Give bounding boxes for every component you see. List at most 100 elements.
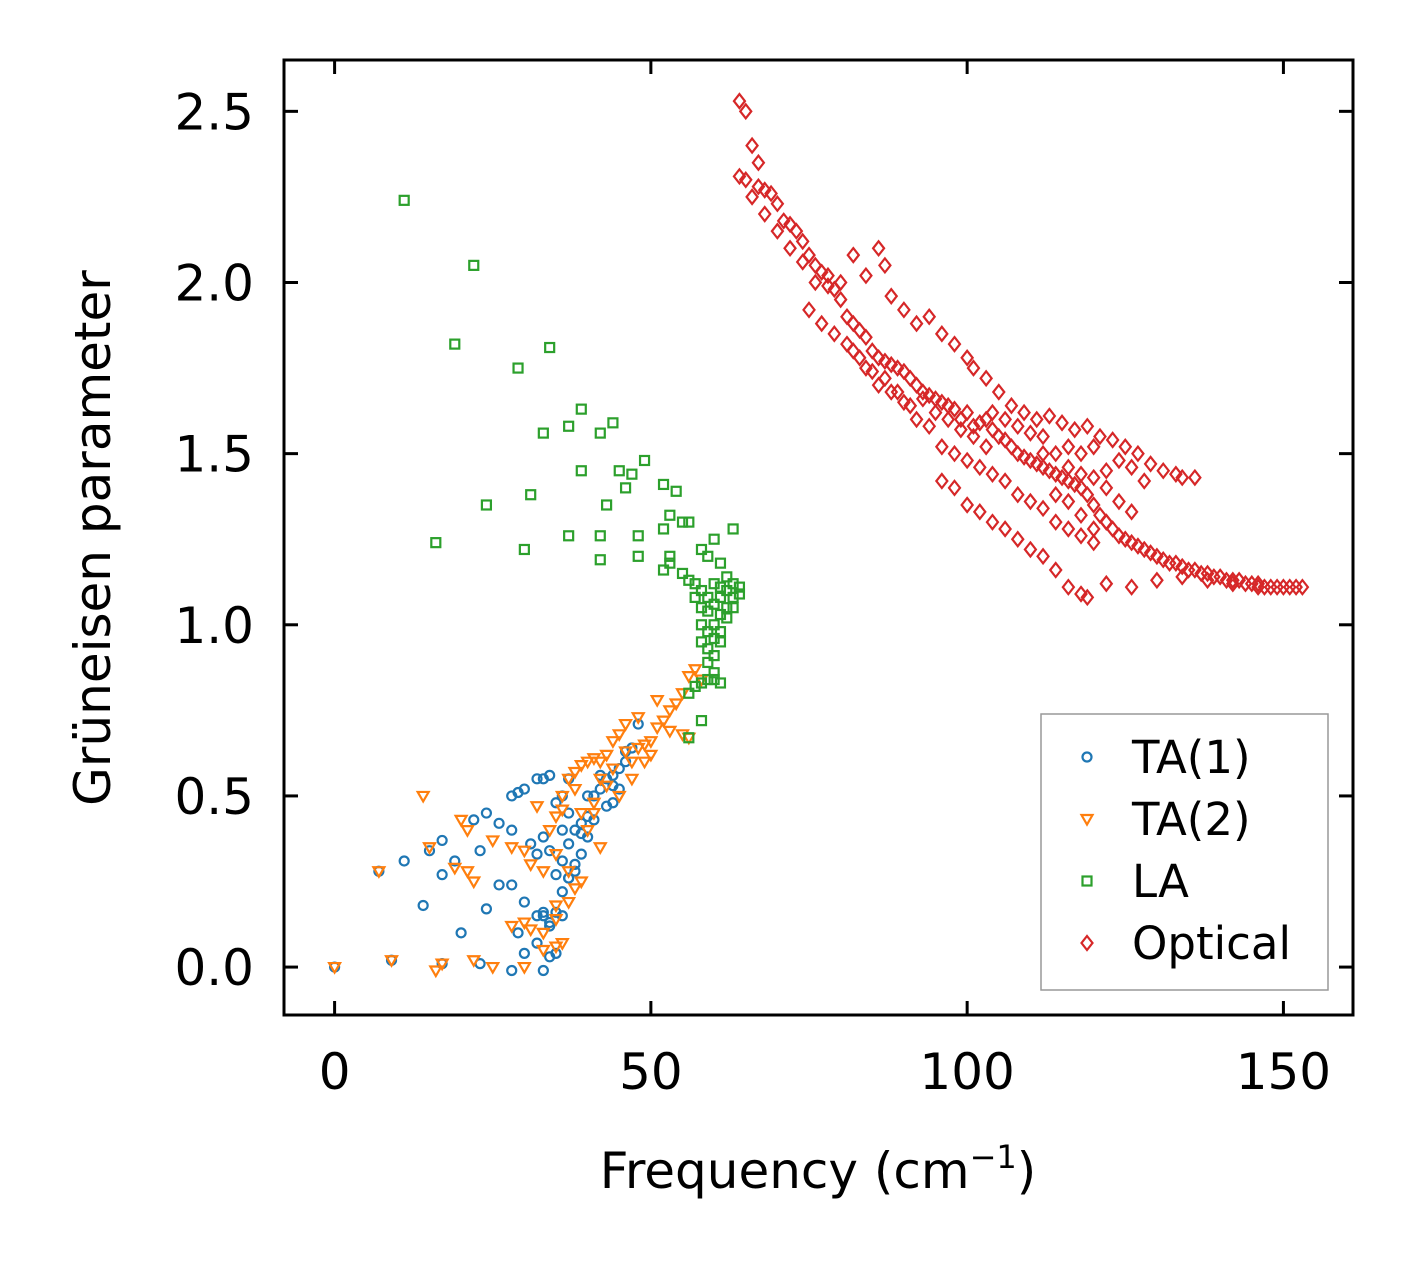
data-point bbox=[537, 427, 549, 439]
data-point bbox=[480, 903, 493, 915]
data-point bbox=[1213, 568, 1228, 586]
data-point bbox=[516, 845, 532, 859]
data-point bbox=[1017, 448, 1031, 466]
data-point bbox=[1074, 527, 1088, 545]
data-point bbox=[1124, 503, 1139, 521]
data-point bbox=[859, 328, 873, 347]
data-point bbox=[415, 790, 431, 804]
data-point bbox=[1150, 571, 1164, 590]
data-point bbox=[422, 842, 437, 855]
data-point bbox=[523, 859, 539, 873]
data-point bbox=[721, 612, 733, 624]
data-point bbox=[1105, 431, 1120, 449]
x-tick-label: 100 bbox=[919, 1043, 1014, 1101]
data-point bbox=[531, 937, 543, 949]
data-point bbox=[840, 335, 854, 353]
data-point bbox=[664, 509, 676, 521]
data-point bbox=[1200, 571, 1215, 590]
data-point bbox=[915, 383, 930, 401]
data-point bbox=[657, 478, 670, 491]
data-point bbox=[1029, 410, 1044, 429]
data-point bbox=[681, 671, 697, 684]
data-point bbox=[1225, 574, 1240, 593]
data-point bbox=[896, 393, 911, 412]
data-point bbox=[878, 352, 892, 370]
data-point bbox=[1124, 578, 1139, 596]
data-point bbox=[592, 756, 608, 770]
data-point bbox=[727, 602, 739, 614]
data-point bbox=[683, 687, 695, 699]
data-point bbox=[548, 900, 564, 914]
data-point bbox=[618, 746, 633, 760]
data-point bbox=[554, 938, 570, 951]
data-point bbox=[871, 376, 886, 394]
data-point bbox=[1137, 540, 1152, 559]
data-point bbox=[1156, 550, 1171, 569]
data-point bbox=[611, 729, 627, 743]
x-tick-label: 50 bbox=[619, 1043, 683, 1101]
data-point bbox=[518, 783, 530, 795]
data-point bbox=[738, 171, 753, 189]
legend-marker bbox=[1081, 751, 1093, 763]
data-point bbox=[1143, 544, 1158, 562]
data-point bbox=[468, 814, 480, 826]
data-point bbox=[947, 335, 962, 353]
data-point bbox=[594, 530, 606, 542]
y-tick-label: 0.5 bbox=[174, 768, 254, 826]
x-axis-ticks: 0 50 100 150 bbox=[319, 60, 1331, 1101]
data-point bbox=[563, 838, 575, 850]
data-point bbox=[1187, 468, 1202, 487]
data-point bbox=[1099, 513, 1114, 531]
legend-marker bbox=[1079, 813, 1095, 827]
data-point bbox=[436, 834, 448, 847]
data-point bbox=[529, 801, 545, 814]
data-point bbox=[1036, 458, 1050, 477]
data-point bbox=[504, 920, 520, 934]
data-point bbox=[638, 454, 651, 467]
data-point bbox=[664, 550, 676, 562]
data-point bbox=[991, 383, 1006, 401]
data-point bbox=[613, 783, 625, 795]
data-point bbox=[1048, 444, 1063, 463]
data-point bbox=[708, 619, 720, 631]
data-point bbox=[884, 355, 899, 374]
data-point bbox=[523, 924, 539, 938]
data-point bbox=[525, 489, 537, 501]
data-point bbox=[757, 181, 772, 199]
data-point bbox=[1168, 554, 1183, 572]
data-point bbox=[1099, 574, 1114, 593]
data-point bbox=[1131, 444, 1145, 463]
data-point bbox=[607, 797, 619, 809]
x-axis-label: Frequency (cm−1) bbox=[600, 1138, 1037, 1200]
data-point bbox=[1036, 499, 1050, 518]
data-point bbox=[922, 417, 937, 436]
data-point bbox=[871, 349, 886, 367]
data-point bbox=[1023, 540, 1038, 559]
data-point bbox=[455, 927, 467, 939]
data-point bbox=[821, 266, 835, 285]
data-point bbox=[947, 479, 962, 497]
y-tick-label: 0.0 bbox=[174, 939, 254, 997]
data-point bbox=[1061, 492, 1076, 511]
data-point bbox=[1156, 461, 1171, 480]
data-point bbox=[789, 222, 804, 240]
data-point bbox=[960, 451, 975, 470]
data-point bbox=[506, 964, 518, 977]
data-point bbox=[1086, 438, 1101, 456]
data-point bbox=[599, 780, 615, 794]
data-point bbox=[1042, 407, 1057, 425]
data-point bbox=[580, 825, 596, 838]
data-point bbox=[745, 188, 759, 206]
data-point bbox=[859, 359, 873, 377]
data-point bbox=[1137, 472, 1152, 490]
data-point bbox=[915, 390, 930, 408]
data-point bbox=[695, 543, 708, 556]
data-point bbox=[607, 417, 619, 429]
data-point bbox=[865, 362, 880, 381]
legend: TA(1) TA(2) LA Optical bbox=[1040, 713, 1329, 991]
legend-label: LA bbox=[1132, 855, 1189, 908]
data-point bbox=[611, 790, 627, 804]
data-point bbox=[518, 896, 530, 908]
data-point bbox=[600, 499, 613, 511]
data-point bbox=[846, 314, 861, 333]
